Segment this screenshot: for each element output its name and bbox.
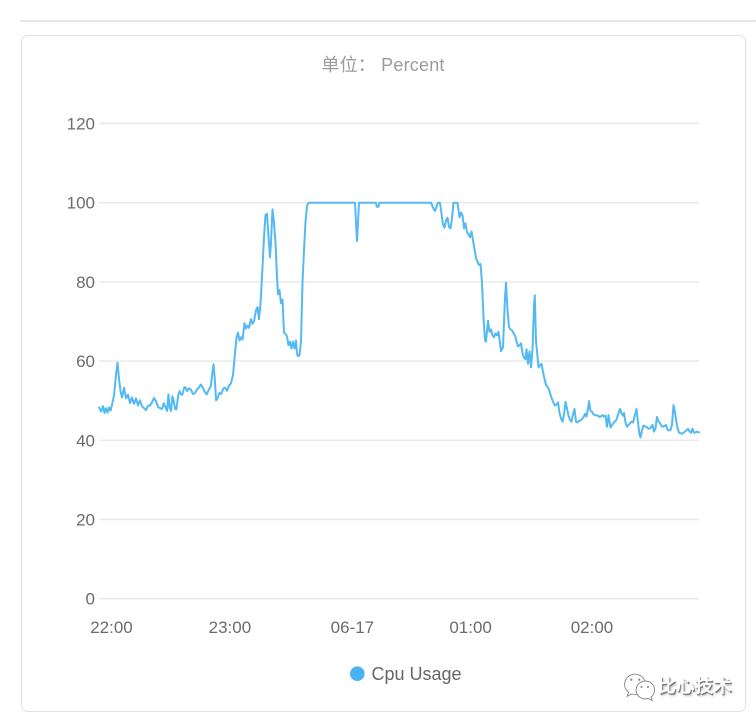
svg-text:100: 100 bbox=[67, 194, 95, 213]
svg-text:Cpu Usage: Cpu Usage bbox=[372, 664, 462, 684]
svg-text:120: 120 bbox=[67, 115, 95, 134]
svg-text:0: 0 bbox=[86, 590, 95, 609]
svg-text:22:00: 22:00 bbox=[90, 618, 133, 637]
svg-text:60: 60 bbox=[76, 352, 95, 371]
svg-text:01:00: 01:00 bbox=[449, 618, 492, 637]
svg-text:02:00: 02:00 bbox=[571, 618, 614, 637]
svg-text:06-17: 06-17 bbox=[331, 618, 374, 637]
svg-text:20: 20 bbox=[76, 511, 95, 530]
svg-text:80: 80 bbox=[76, 273, 95, 292]
svg-text:40: 40 bbox=[76, 431, 95, 450]
svg-text:23:00: 23:00 bbox=[209, 618, 252, 637]
